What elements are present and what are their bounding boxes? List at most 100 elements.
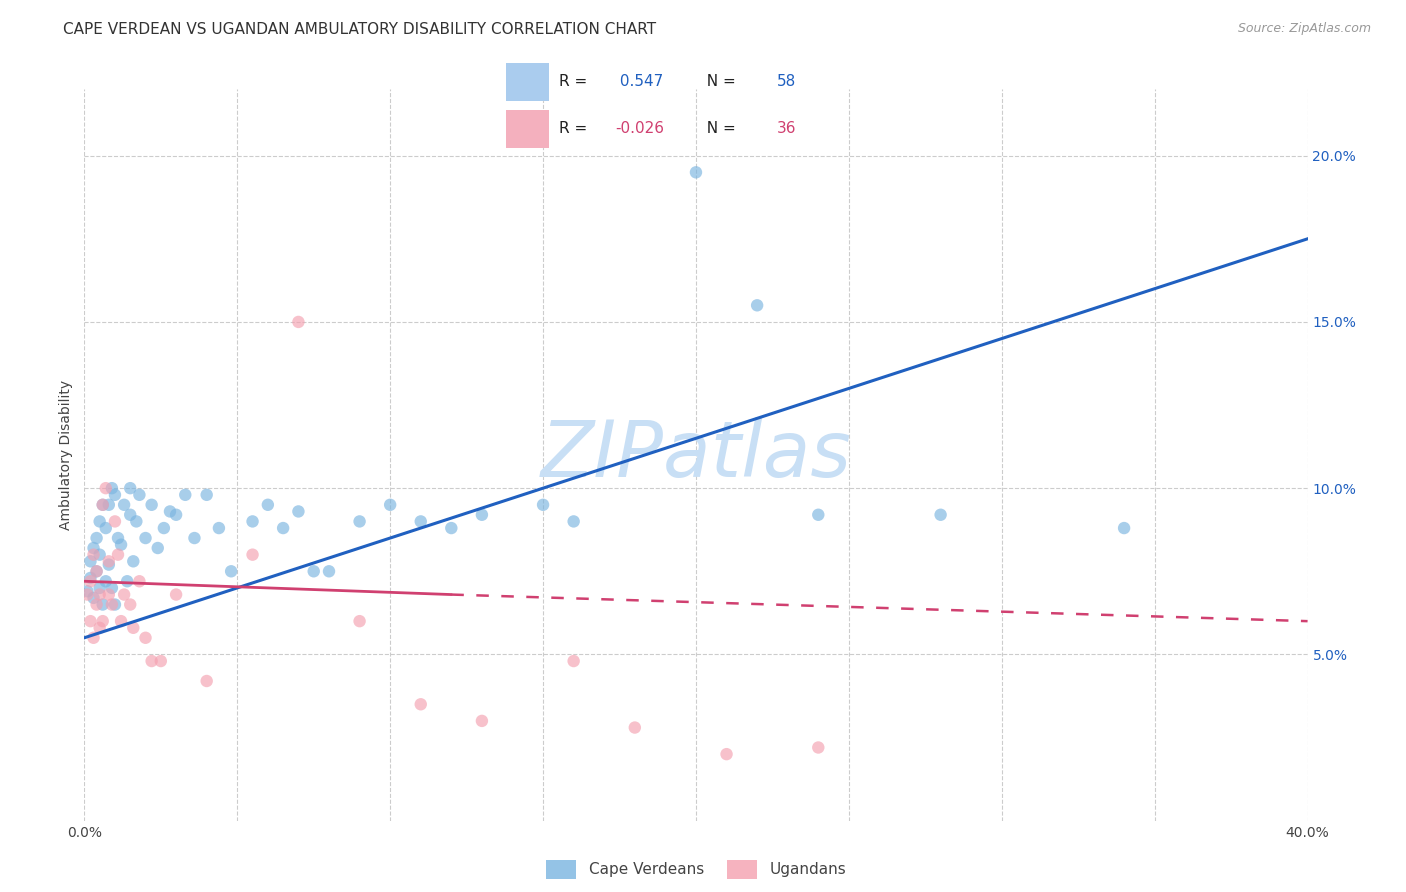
Point	[807, 508, 830, 522]
Point	[287, 315, 309, 329]
Point	[146, 541, 169, 555]
Point	[107, 548, 129, 562]
Point	[79, 574, 101, 589]
Point	[89, 621, 111, 635]
Point	[91, 498, 114, 512]
Point	[302, 564, 325, 578]
Point	[807, 740, 830, 755]
Point	[409, 515, 432, 529]
Point	[97, 498, 120, 512]
Point	[97, 554, 120, 568]
Point	[89, 548, 111, 562]
Point	[89, 515, 111, 529]
Point	[128, 488, 150, 502]
Y-axis label: Ambulatory Disability: Ambulatory Disability	[59, 380, 73, 530]
Point	[120, 598, 142, 612]
Point	[318, 564, 340, 578]
Text: CAPE VERDEAN VS UGANDAN AMBULATORY DISABILITY CORRELATION CHART: CAPE VERDEAN VS UGANDAN AMBULATORY DISAB…	[63, 22, 657, 37]
Point	[440, 521, 463, 535]
Point	[624, 721, 647, 735]
Point	[91, 598, 114, 612]
Point	[94, 574, 117, 589]
Text: R =: R =	[558, 74, 592, 89]
Point	[91, 498, 114, 512]
Point	[104, 515, 127, 529]
Point	[79, 614, 101, 628]
Point	[76, 588, 98, 602]
Point	[165, 588, 187, 602]
Point	[97, 558, 120, 572]
Point	[1114, 521, 1136, 535]
Point	[153, 521, 176, 535]
Point	[183, 531, 205, 545]
FancyBboxPatch shape	[506, 62, 548, 101]
Point	[471, 508, 494, 522]
Text: 36: 36	[776, 121, 796, 136]
Point	[135, 531, 157, 545]
Point	[562, 654, 585, 668]
Legend: Cape Verdeans, Ugandans: Cape Verdeans, Ugandans	[538, 852, 853, 886]
Point	[195, 488, 218, 502]
Point	[97, 588, 120, 602]
Point	[86, 531, 108, 545]
Point	[149, 654, 172, 668]
Point	[112, 588, 135, 602]
Point	[242, 515, 264, 529]
Point	[89, 581, 111, 595]
Point	[128, 574, 150, 589]
Point	[195, 673, 218, 688]
Point	[83, 591, 105, 605]
FancyBboxPatch shape	[506, 110, 548, 148]
Point	[89, 588, 111, 602]
Text: Source: ZipAtlas.com: Source: ZipAtlas.com	[1237, 22, 1371, 36]
Point	[86, 598, 108, 612]
Text: 58: 58	[776, 74, 796, 89]
Point	[242, 548, 264, 562]
Point	[531, 498, 554, 512]
Point	[112, 498, 135, 512]
Point	[83, 548, 105, 562]
Point	[271, 521, 294, 535]
Point	[104, 598, 127, 612]
Point	[349, 614, 371, 628]
Point	[159, 504, 181, 518]
Point	[115, 574, 138, 589]
Point	[409, 698, 432, 712]
Text: 0.547: 0.547	[614, 74, 664, 89]
Point	[141, 498, 163, 512]
Point	[94, 481, 117, 495]
Point	[135, 631, 157, 645]
Point	[208, 521, 231, 535]
Point	[747, 298, 769, 312]
Point	[101, 598, 124, 612]
Point	[83, 541, 105, 555]
Point	[86, 564, 108, 578]
Point	[471, 714, 494, 728]
Point	[110, 614, 132, 628]
Point	[122, 621, 145, 635]
Point	[79, 554, 101, 568]
Point	[929, 508, 952, 522]
Point	[125, 515, 148, 529]
Point	[257, 498, 280, 512]
Point	[104, 488, 127, 502]
Text: N =: N =	[697, 121, 741, 136]
Point	[110, 538, 132, 552]
Point	[107, 531, 129, 545]
Point	[219, 564, 242, 578]
Text: ZIPatlas: ZIPatlas	[540, 417, 852, 493]
Point	[101, 481, 124, 495]
Point	[101, 581, 124, 595]
Point	[141, 654, 163, 668]
Point	[76, 584, 98, 599]
Point	[122, 554, 145, 568]
Point	[380, 498, 402, 512]
Text: N =: N =	[697, 74, 741, 89]
Point	[174, 488, 197, 502]
Point	[165, 508, 187, 522]
Point	[83, 631, 105, 645]
Point	[79, 571, 101, 585]
Text: -0.026: -0.026	[614, 121, 664, 136]
Point	[287, 504, 309, 518]
Point	[120, 481, 142, 495]
